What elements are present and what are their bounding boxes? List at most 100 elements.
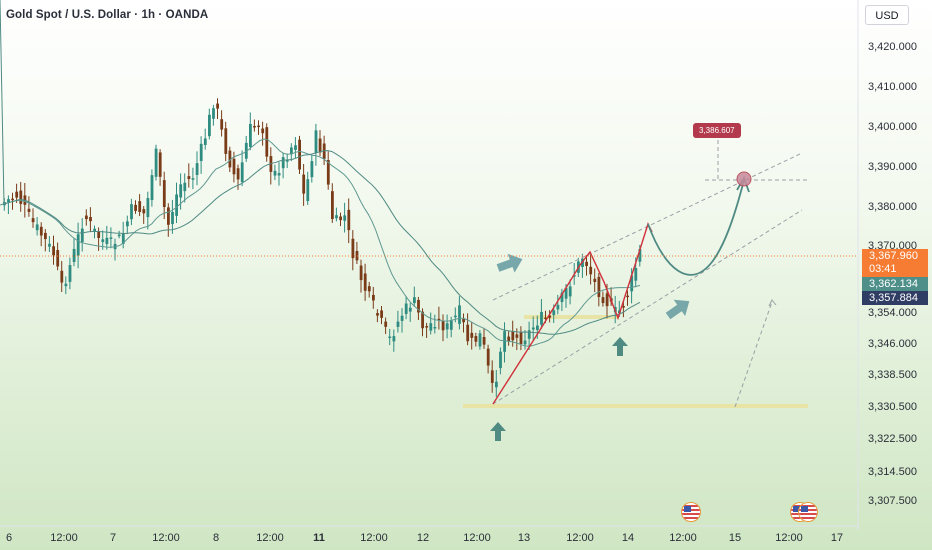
currency-button[interactable]: USD — [865, 5, 909, 25]
candle-body — [171, 211, 174, 225]
candle-body — [68, 265, 72, 282]
candle-body — [216, 103, 219, 109]
price-tick-label: 3,330.500 — [868, 401, 917, 413]
candle-body — [478, 333, 482, 347]
symbol-title: Gold Spot / U.S. Dollar · 1h · OANDA — [6, 9, 209, 21]
candle-body — [220, 119, 224, 130]
candle-body — [519, 332, 523, 344]
candle-body — [413, 297, 416, 304]
candle-body — [417, 299, 420, 313]
candle-body — [48, 243, 51, 247]
candle-body — [290, 147, 293, 155]
candle-body — [503, 331, 506, 352]
price-tick-label: 3,400.000 — [868, 121, 917, 133]
ma-slow-tag: 3,357.884 — [862, 291, 928, 305]
diagonal-arrow-icon — [665, 299, 690, 320]
candle-body — [203, 138, 207, 145]
us-flag-event-icon[interactable] — [681, 502, 701, 522]
candle-body — [240, 162, 244, 183]
candle-body — [343, 215, 347, 221]
candle-body — [536, 325, 539, 330]
candle-body — [85, 215, 88, 220]
candle-body — [560, 292, 564, 303]
candlesticks — [3, 98, 642, 397]
candle-body — [27, 208, 31, 212]
candle-body — [556, 304, 560, 310]
time-tick-label: 17 — [830, 532, 844, 544]
candle-body — [515, 334, 519, 338]
us-flag-event-icon[interactable] — [798, 502, 818, 522]
ma-fast-line — [0, 138, 641, 347]
candle-body — [253, 125, 256, 128]
candle-body — [572, 275, 576, 277]
candle-body — [367, 286, 371, 292]
candle-body — [347, 209, 351, 231]
candle-body — [261, 128, 265, 134]
candle-body — [150, 175, 154, 201]
price-tick-label: 3,380.000 — [868, 201, 917, 213]
time-tick-label: 13 — [517, 532, 531, 544]
candle-body — [105, 237, 109, 245]
support-zones — [463, 315, 808, 408]
candle-body — [281, 157, 285, 169]
candle-body — [93, 228, 96, 232]
candle-body — [76, 234, 80, 256]
candle-body — [162, 180, 166, 208]
candle-body — [634, 268, 638, 281]
candle-body — [142, 209, 146, 214]
candle-body — [331, 191, 334, 219]
candle-body — [589, 266, 593, 275]
candle-body — [191, 178, 195, 180]
candle-body — [236, 168, 240, 180]
candle-body — [179, 184, 183, 198]
candle-body — [388, 336, 392, 339]
candle-body — [408, 307, 412, 312]
time-tick-label: 12:00 — [566, 532, 594, 544]
candle-body — [314, 130, 318, 154]
price-path-zigzag — [492, 222, 653, 405]
forecast-curve — [647, 179, 745, 276]
candle-body — [441, 321, 445, 331]
candle-body — [421, 311, 424, 329]
candle-body — [138, 201, 142, 212]
price-tick-label: 3,420.000 — [868, 41, 917, 53]
candle-body — [437, 318, 441, 321]
candle-body — [466, 324, 470, 342]
candle-body — [339, 216, 342, 221]
time-tick-label: 8 — [212, 532, 220, 544]
candle-body — [175, 194, 178, 216]
candle-body — [593, 278, 597, 283]
candle-body — [396, 321, 400, 327]
candle-body — [56, 250, 60, 267]
candle-body — [64, 283, 68, 287]
candle-body — [527, 330, 531, 339]
candle-body — [298, 139, 301, 170]
candle-body — [44, 232, 47, 240]
candle-body — [306, 179, 310, 202]
target-price-note[interactable]: 3,386.607 — [693, 123, 741, 138]
time-tick-label: 6 — [5, 532, 13, 544]
support-zone-low — [463, 404, 808, 408]
candle-body — [601, 297, 605, 304]
candle-body — [310, 161, 314, 178]
candle-body — [523, 340, 527, 345]
candle-body — [121, 233, 125, 244]
candle-body — [130, 204, 133, 220]
price-tick-label: 3,410.000 — [868, 81, 917, 93]
candle-body — [544, 317, 547, 320]
price-tick-label: 3,314.500 — [868, 466, 917, 478]
candle-body — [335, 215, 338, 219]
ma-slow-line — [0, 0, 641, 335]
candle-body — [228, 150, 232, 168]
candle-body — [470, 332, 474, 338]
candle-body — [109, 237, 113, 239]
candle-body — [19, 190, 23, 204]
price-tick-label: 3,346.000 — [868, 338, 917, 350]
candle-body — [359, 265, 363, 281]
candle-body — [154, 148, 158, 177]
candle-body — [89, 217, 92, 222]
moving-averages — [0, 0, 641, 347]
candle-body — [540, 311, 543, 325]
